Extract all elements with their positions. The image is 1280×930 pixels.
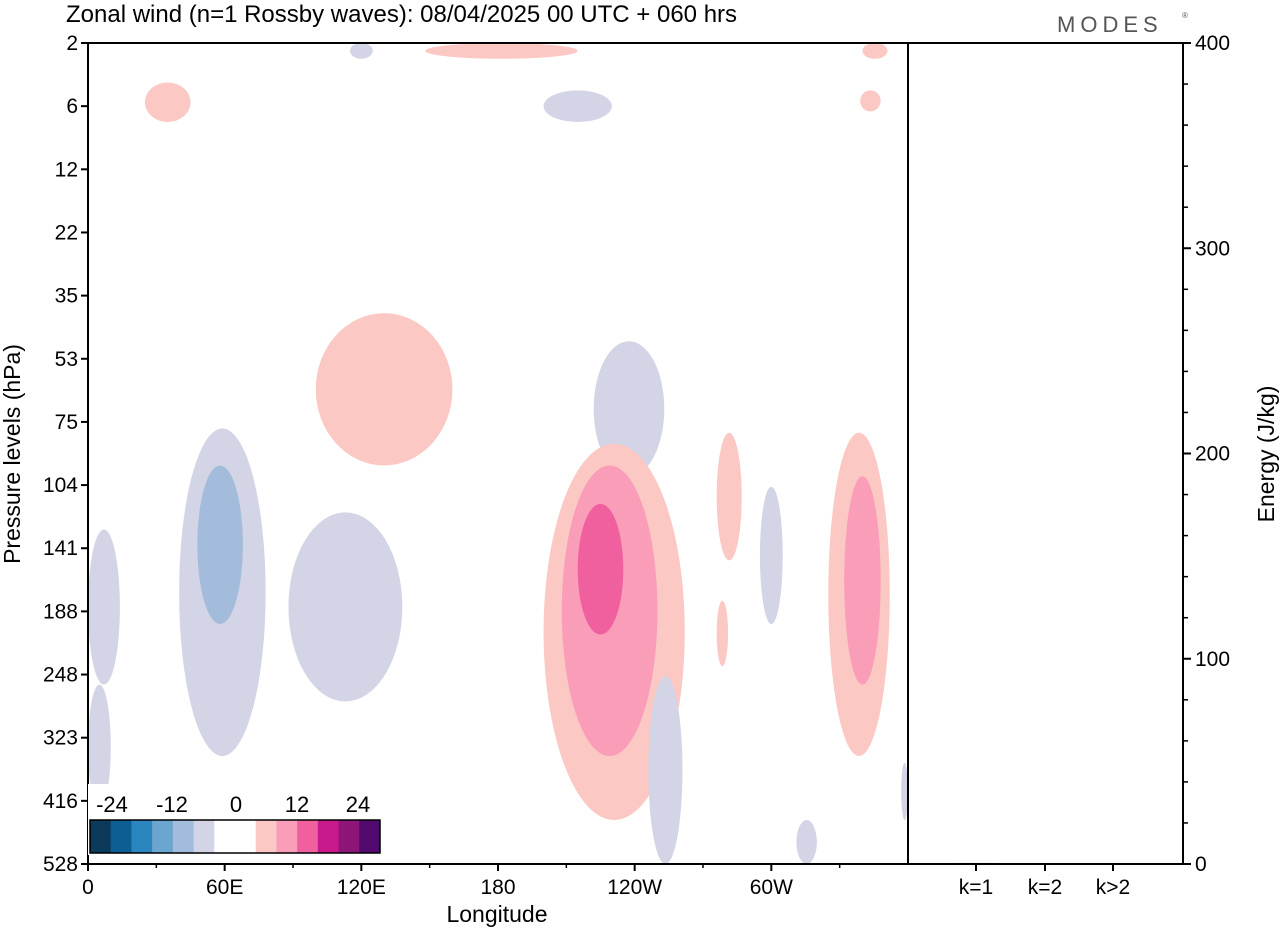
contour-feature-positive-14 — [716, 432, 742, 561]
energy-category-label: k>2 — [1096, 876, 1130, 899]
y-tick-label: 323 — [43, 727, 78, 750]
contour-feature-negative-22 — [796, 820, 817, 864]
contour-feature-positive-15 — [716, 600, 729, 667]
colorbar-label: -24 — [96, 792, 128, 817]
modes-logo: MODES — [1057, 12, 1163, 37]
x-tick-label: 120W — [607, 876, 662, 899]
energy-tick-label: 400 — [1195, 32, 1230, 55]
x-axis-label: Longitude — [446, 901, 547, 927]
y-tick-label: 6 — [66, 95, 78, 118]
colorbar-swatch — [110, 820, 132, 853]
energy-bar-1 — [954, 862, 998, 864]
y-tick-label: 104 — [43, 474, 78, 497]
colorbar-swatch — [172, 820, 195, 853]
colorbar-swatch — [338, 820, 360, 853]
energy-bar-3 — [1091, 863, 1135, 864]
x-tick-label: 120E — [337, 876, 386, 899]
contour-feature-negative-19 — [88, 529, 120, 685]
contour-feature-negative-16 — [759, 486, 783, 625]
energy-tick-label: 100 — [1195, 648, 1230, 671]
x-tick-label: 0 — [82, 876, 94, 899]
energy-tick-label: 300 — [1195, 237, 1230, 260]
contour-field — [88, 43, 908, 864]
contour-feature-positive-5 — [860, 90, 881, 112]
colorbar-swatch — [297, 820, 319, 853]
y-tick-label: 75 — [55, 411, 78, 434]
colorbar-swatch — [193, 820, 215, 853]
y-tick-label: 188 — [43, 600, 78, 623]
y-tick-label: 416 — [43, 790, 78, 813]
colorbar-swatch — [317, 820, 340, 853]
y-tick-label: 35 — [55, 285, 78, 308]
contour-feature-positive-0 — [144, 82, 191, 122]
y-tick-label: 528 — [43, 853, 78, 876]
contour-feature-negative-1 — [349, 43, 373, 59]
energy-category-label: k=1 — [959, 876, 993, 899]
colorbar-label: 24 — [346, 792, 370, 817]
y-tick-label: 248 — [43, 664, 78, 687]
y-tick-label: 53 — [55, 348, 78, 371]
colorbar-label: 12 — [285, 792, 309, 817]
energy-tick-label: 0 — [1195, 853, 1207, 876]
colorbar-swatch — [276, 820, 298, 853]
colorbar-swatch — [90, 820, 112, 853]
colorbar-swatch — [152, 820, 174, 853]
contour-feature-negative-23 — [901, 762, 908, 821]
x-tick-label: 60E — [206, 876, 243, 899]
y-axis-label: Pressure levels (hPa) — [0, 344, 25, 564]
colorbar-label: -12 — [156, 792, 188, 817]
registered-mark-icon: ® — [1182, 11, 1188, 20]
colorbar-swatch — [359, 820, 381, 853]
contour-feature-negative-7 — [593, 341, 665, 477]
contour-feature-negative-9 — [197, 465, 243, 625]
contour-feature-negative-3 — [543, 90, 612, 122]
colorbar-swatch — [131, 820, 153, 853]
y-tick-label: 141 — [43, 537, 78, 560]
energy-bar-2 — [1023, 863, 1067, 864]
contour-feature-negative-20 — [88, 684, 111, 809]
energy-category-label: k=2 — [1028, 876, 1062, 899]
x-tick-label: 180 — [480, 876, 515, 899]
contour-feature-positive-13 — [577, 503, 624, 635]
colorbar-frame — [89, 819, 381, 854]
contour-feature-positive-2 — [425, 43, 578, 59]
colorbar-swatch — [235, 820, 257, 853]
x-tick-label: 60W — [750, 876, 793, 899]
y-tick-label: 2 — [66, 32, 78, 55]
colorbar-swatch — [255, 820, 277, 853]
energy-axis-label: Energy (J/kg) — [1253, 386, 1279, 523]
colorbar-swatch — [214, 820, 236, 853]
colorbar-label: 0 — [230, 792, 242, 817]
contour-feature-positive-4 — [862, 43, 888, 59]
chart-title: Zonal wind (n=1 Rossby waves): 08/04/202… — [66, 1, 737, 28]
contour-feature-positive-6 — [315, 313, 453, 466]
y-tick-label: 22 — [55, 221, 78, 244]
contour-feature-positive-18 — [844, 476, 881, 685]
energy-axes: 0 100 200 300 400 k=1 k=2 k>2 — [908, 32, 1230, 899]
contour-feature-negative-21 — [648, 676, 683, 864]
contour-feature-negative-10 — [288, 512, 403, 702]
energy-tick-label: 200 — [1195, 443, 1230, 466]
colorbar: -24 -12 0 12 24 — [88, 784, 382, 855]
y-tick-label: 12 — [55, 158, 78, 181]
